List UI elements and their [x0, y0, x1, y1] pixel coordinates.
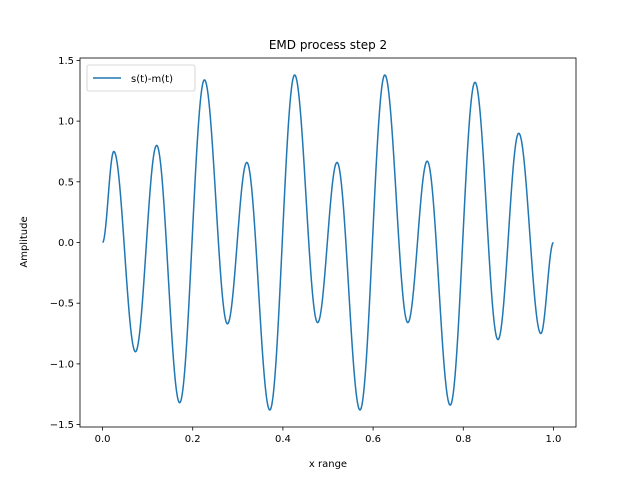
x-axis-label: x range [309, 459, 347, 470]
y-tick-label: 1.0 [58, 117, 74, 128]
x-tick-label: 0.0 [95, 434, 111, 445]
chart-title: EMD process step 2 [269, 38, 387, 52]
y-axis: −1.5 −1.0 −0.5 0.0 0.5 1.0 1.5 [50, 56, 80, 431]
x-tick-label: 0.4 [275, 434, 291, 445]
y-tick-label: 0.5 [58, 177, 74, 188]
legend-box [86, 64, 196, 92]
x-axis: 0.0 0.2 0.4 0.6 0.8 1.0 [95, 427, 562, 445]
x-tick-label: 0.8 [455, 434, 471, 445]
legend-label: s(t)-m(t) [131, 74, 173, 85]
y-tick-label: −0.5 [50, 299, 74, 310]
x-tick-label: 0.2 [185, 434, 201, 445]
y-tick-label: −1.5 [50, 420, 74, 431]
y-axis-label: Amplitude [19, 216, 30, 267]
legend: s(t)-m(t) [86, 64, 196, 92]
y-tick-label: 0.0 [58, 238, 74, 249]
y-tick-label: 1.5 [58, 56, 74, 67]
x-tick-label: 0.6 [365, 434, 381, 445]
y-tick-label: −1.0 [50, 359, 74, 370]
series-line [102, 74, 554, 411]
x-tick-label: 1.0 [546, 434, 562, 445]
plot-area [102, 74, 554, 411]
